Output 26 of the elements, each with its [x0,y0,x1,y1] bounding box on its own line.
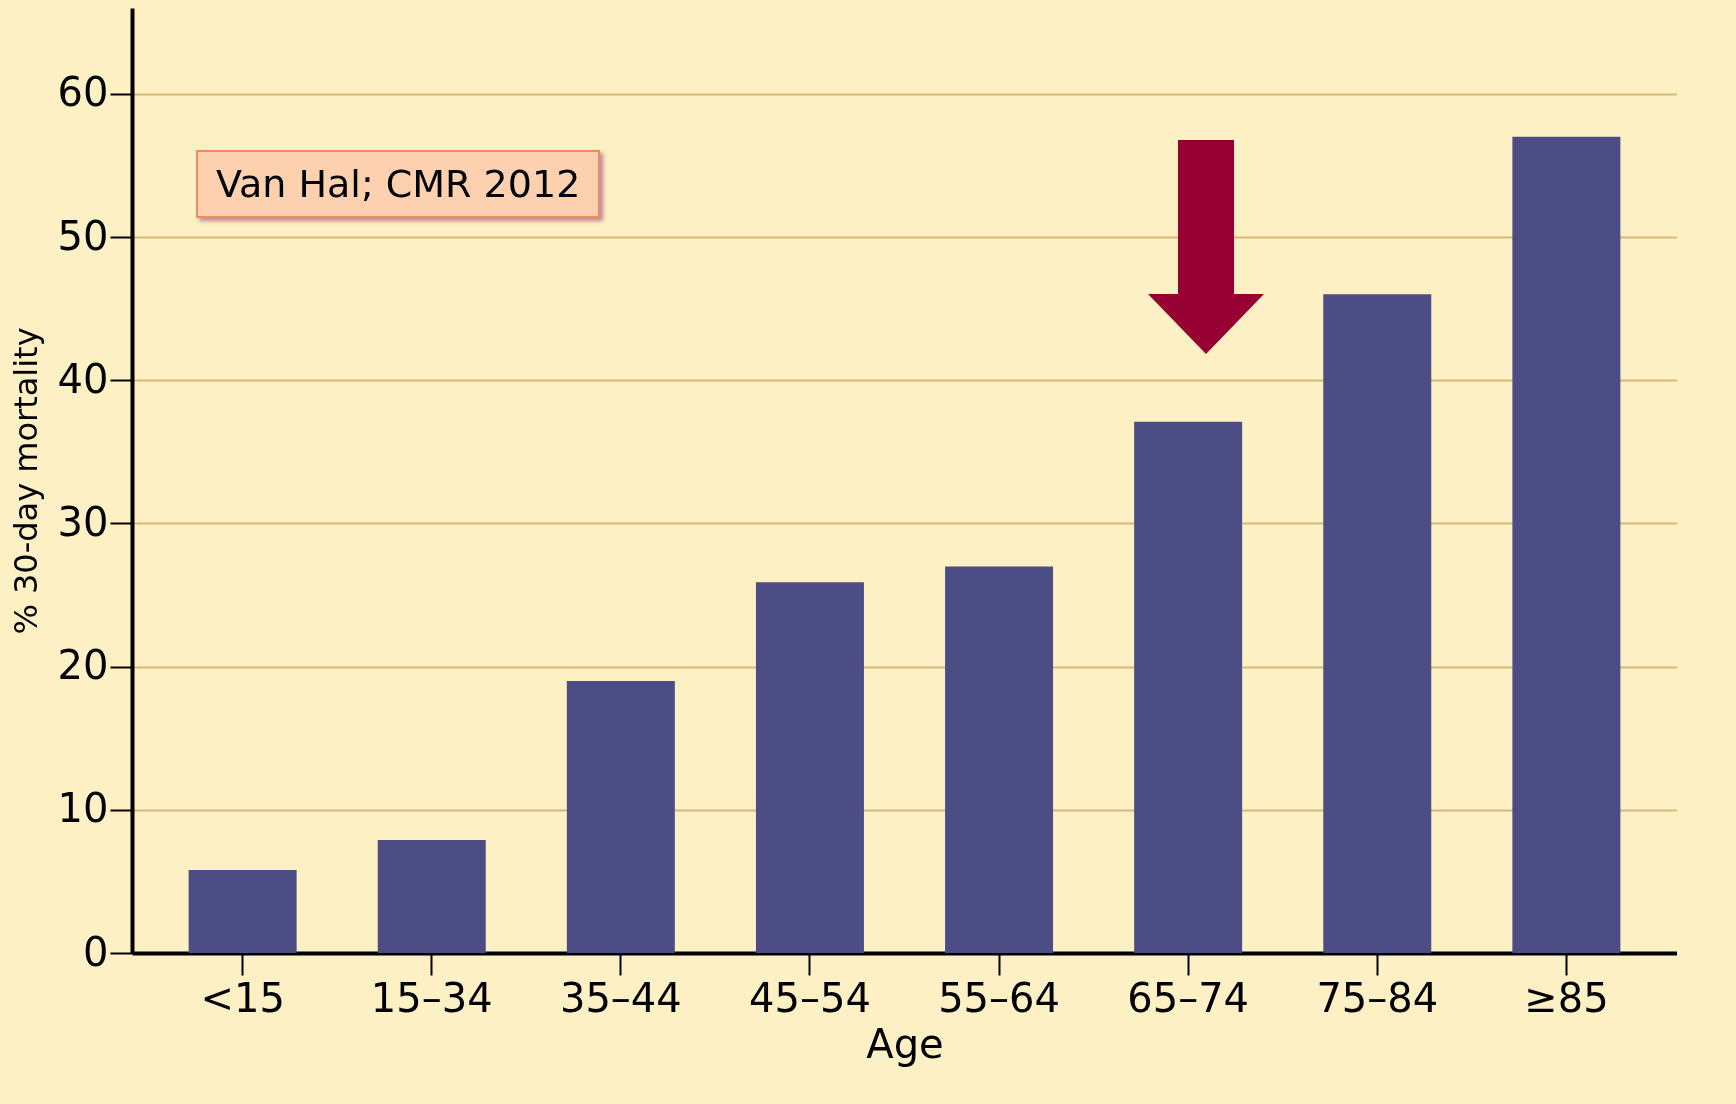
y-tick-label: 20 [57,642,109,689]
bar [945,566,1054,953]
annotation: Van Hal; CMR 2012 [196,150,601,218]
bar [1512,136,1621,953]
bar [188,869,297,953]
x-axis-title: Age [866,1020,944,1067]
y-axis-title: % 30-day mortality [6,327,45,635]
bar [377,839,486,953]
y-tick-label: 10 [57,785,109,832]
x-tick-label: 65–74 [1127,974,1250,1021]
y-tick-label: 30 [57,498,109,545]
y-tick-label: 40 [57,355,109,402]
bar [755,582,864,953]
x-tick-label: 55–64 [938,974,1060,1021]
y-tick-label: 50 [57,212,109,259]
y-tick-label: 0 [83,928,109,975]
x-tick-label: <15 [200,974,285,1021]
x-tick-label: 35–44 [559,974,682,1021]
x-tick-label: ≥85 [1524,974,1609,1021]
x-tick-label: 15–34 [370,974,493,1021]
bar [1134,421,1243,953]
bar [566,680,675,953]
x-tick-label: 75–84 [1316,974,1439,1021]
x-tick-label: 45–54 [749,974,871,1021]
bar [1323,294,1432,953]
y-tick-label: 60 [57,69,109,116]
